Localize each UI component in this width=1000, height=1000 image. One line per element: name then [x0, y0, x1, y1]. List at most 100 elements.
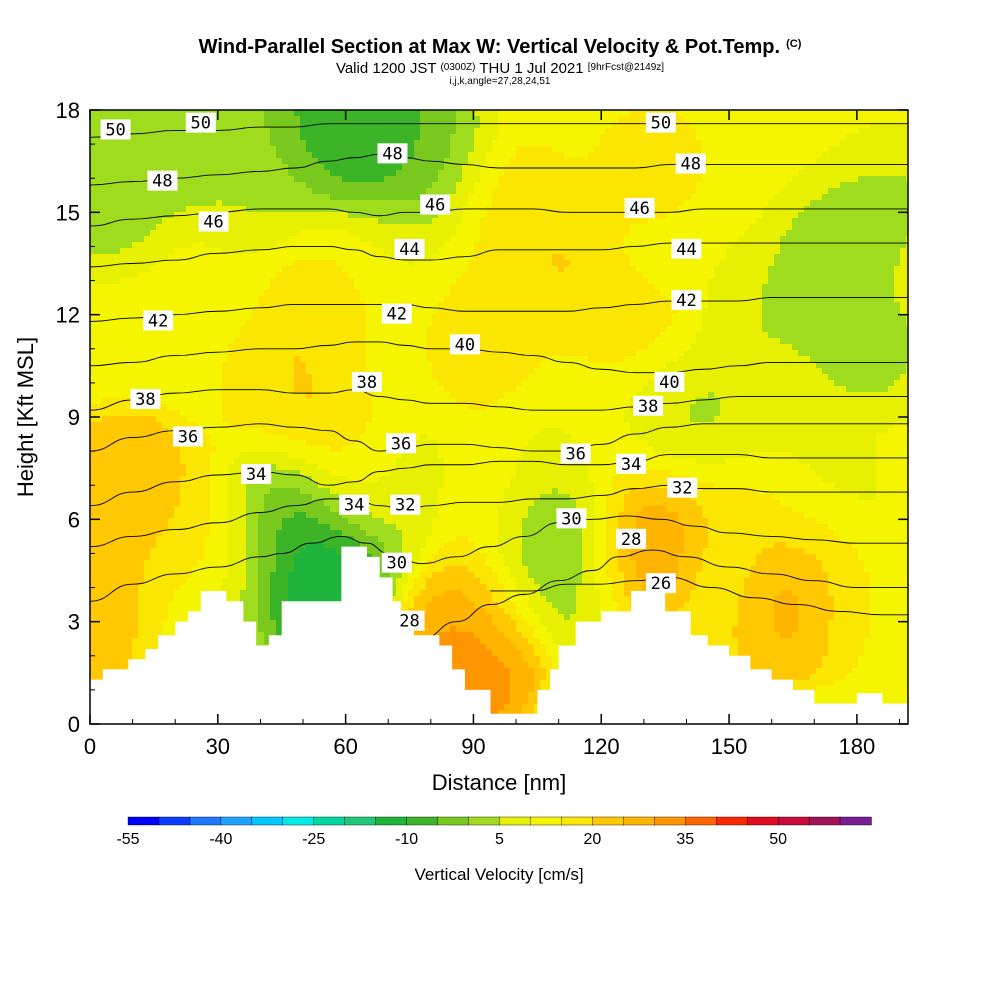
velocity-cell — [762, 122, 769, 129]
velocity-cell — [582, 188, 589, 195]
velocity-cell — [378, 326, 385, 333]
velocity-cell — [696, 224, 703, 231]
velocity-cell — [492, 122, 499, 129]
velocity-cell — [624, 266, 631, 273]
velocity-cell — [516, 200, 523, 207]
velocity-cell — [540, 320, 547, 327]
velocity-cell — [264, 164, 271, 171]
velocity-cell — [720, 182, 727, 189]
velocity-cell — [774, 200, 781, 207]
velocity-cell — [588, 314, 595, 321]
velocity-cell — [594, 182, 601, 189]
velocity-cell — [732, 122, 739, 129]
velocity-cell — [654, 170, 661, 177]
velocity-cell — [300, 290, 307, 297]
velocity-cell — [822, 314, 829, 321]
velocity-cell — [144, 170, 151, 177]
velocity-cell — [516, 272, 523, 279]
velocity-cell — [546, 320, 553, 327]
velocity-cell — [606, 218, 613, 225]
velocity-cell — [750, 236, 757, 243]
velocity-cell — [780, 140, 787, 147]
velocity-cell — [606, 170, 613, 177]
velocity-cell — [528, 248, 535, 255]
velocity-cell — [852, 308, 859, 315]
velocity-cell — [282, 146, 289, 153]
velocity-cell — [522, 116, 529, 123]
velocity-cell — [720, 110, 727, 117]
velocity-cell — [648, 194, 655, 201]
velocity-cell — [474, 152, 481, 159]
velocity-cell — [462, 302, 469, 309]
velocity-cell — [714, 158, 721, 165]
velocity-cell — [798, 182, 805, 189]
velocity-cell — [720, 194, 727, 201]
velocity-cell — [858, 200, 865, 207]
velocity-cell — [174, 152, 181, 159]
velocity-cell — [816, 242, 823, 249]
velocity-cell — [108, 326, 115, 333]
velocity-cell — [312, 110, 319, 117]
velocity-cell — [294, 188, 301, 195]
velocity-cell — [720, 140, 727, 147]
velocity-cell — [288, 230, 295, 237]
velocity-cell — [846, 296, 853, 303]
velocity-cell — [576, 296, 583, 303]
velocity-cell — [798, 218, 805, 225]
velocity-cell — [714, 272, 721, 279]
velocity-cell — [690, 284, 697, 291]
velocity-cell — [372, 146, 379, 153]
velocity-cell — [624, 284, 631, 291]
velocity-cell — [732, 200, 739, 207]
velocity-cell — [90, 320, 97, 327]
velocity-cell — [882, 266, 889, 273]
velocity-cell — [624, 146, 631, 153]
velocity-cell — [876, 176, 883, 183]
velocity-cell — [528, 260, 535, 267]
velocity-cell — [234, 320, 241, 327]
velocity-cell — [138, 170, 145, 177]
velocity-cell — [294, 260, 301, 267]
velocity-cell — [804, 320, 811, 327]
velocity-cell — [774, 230, 781, 237]
velocity-cell — [534, 284, 541, 291]
velocity-cell — [330, 170, 337, 177]
velocity-cell — [168, 242, 175, 249]
velocity-cell — [582, 218, 589, 225]
velocity-cell — [348, 188, 355, 195]
velocity-cell — [324, 122, 331, 129]
velocity-cell — [894, 236, 901, 243]
velocity-cell — [90, 176, 97, 183]
velocity-cell — [510, 176, 517, 183]
velocity-cell — [702, 284, 709, 291]
velocity-cell — [480, 176, 487, 183]
velocity-cell — [852, 146, 859, 153]
velocity-cell — [672, 212, 679, 219]
velocity-cell — [510, 266, 517, 273]
velocity-cell — [228, 224, 235, 231]
velocity-cell — [492, 140, 499, 147]
velocity-cell — [258, 122, 265, 129]
velocity-cell — [378, 116, 385, 123]
velocity-cell — [456, 230, 463, 237]
velocity-cell — [246, 248, 253, 255]
velocity-cell — [864, 176, 871, 183]
velocity-cell — [210, 296, 217, 303]
velocity-cell — [90, 164, 97, 171]
velocity-cell — [732, 176, 739, 183]
velocity-cell — [636, 296, 643, 303]
velocity-cell — [402, 188, 409, 195]
velocity-cell — [900, 164, 907, 171]
velocity-cell — [882, 272, 889, 279]
velocity-cell — [588, 188, 595, 195]
velocity-cell — [552, 152, 559, 159]
velocity-cell — [570, 110, 577, 117]
velocity-cell — [576, 284, 583, 291]
velocity-cell — [456, 152, 463, 159]
velocity-cell — [534, 110, 541, 117]
velocity-cell — [852, 236, 859, 243]
velocity-cell — [270, 176, 277, 183]
velocity-cell — [540, 152, 547, 159]
velocity-cell — [90, 242, 97, 249]
velocity-cell — [378, 314, 385, 321]
